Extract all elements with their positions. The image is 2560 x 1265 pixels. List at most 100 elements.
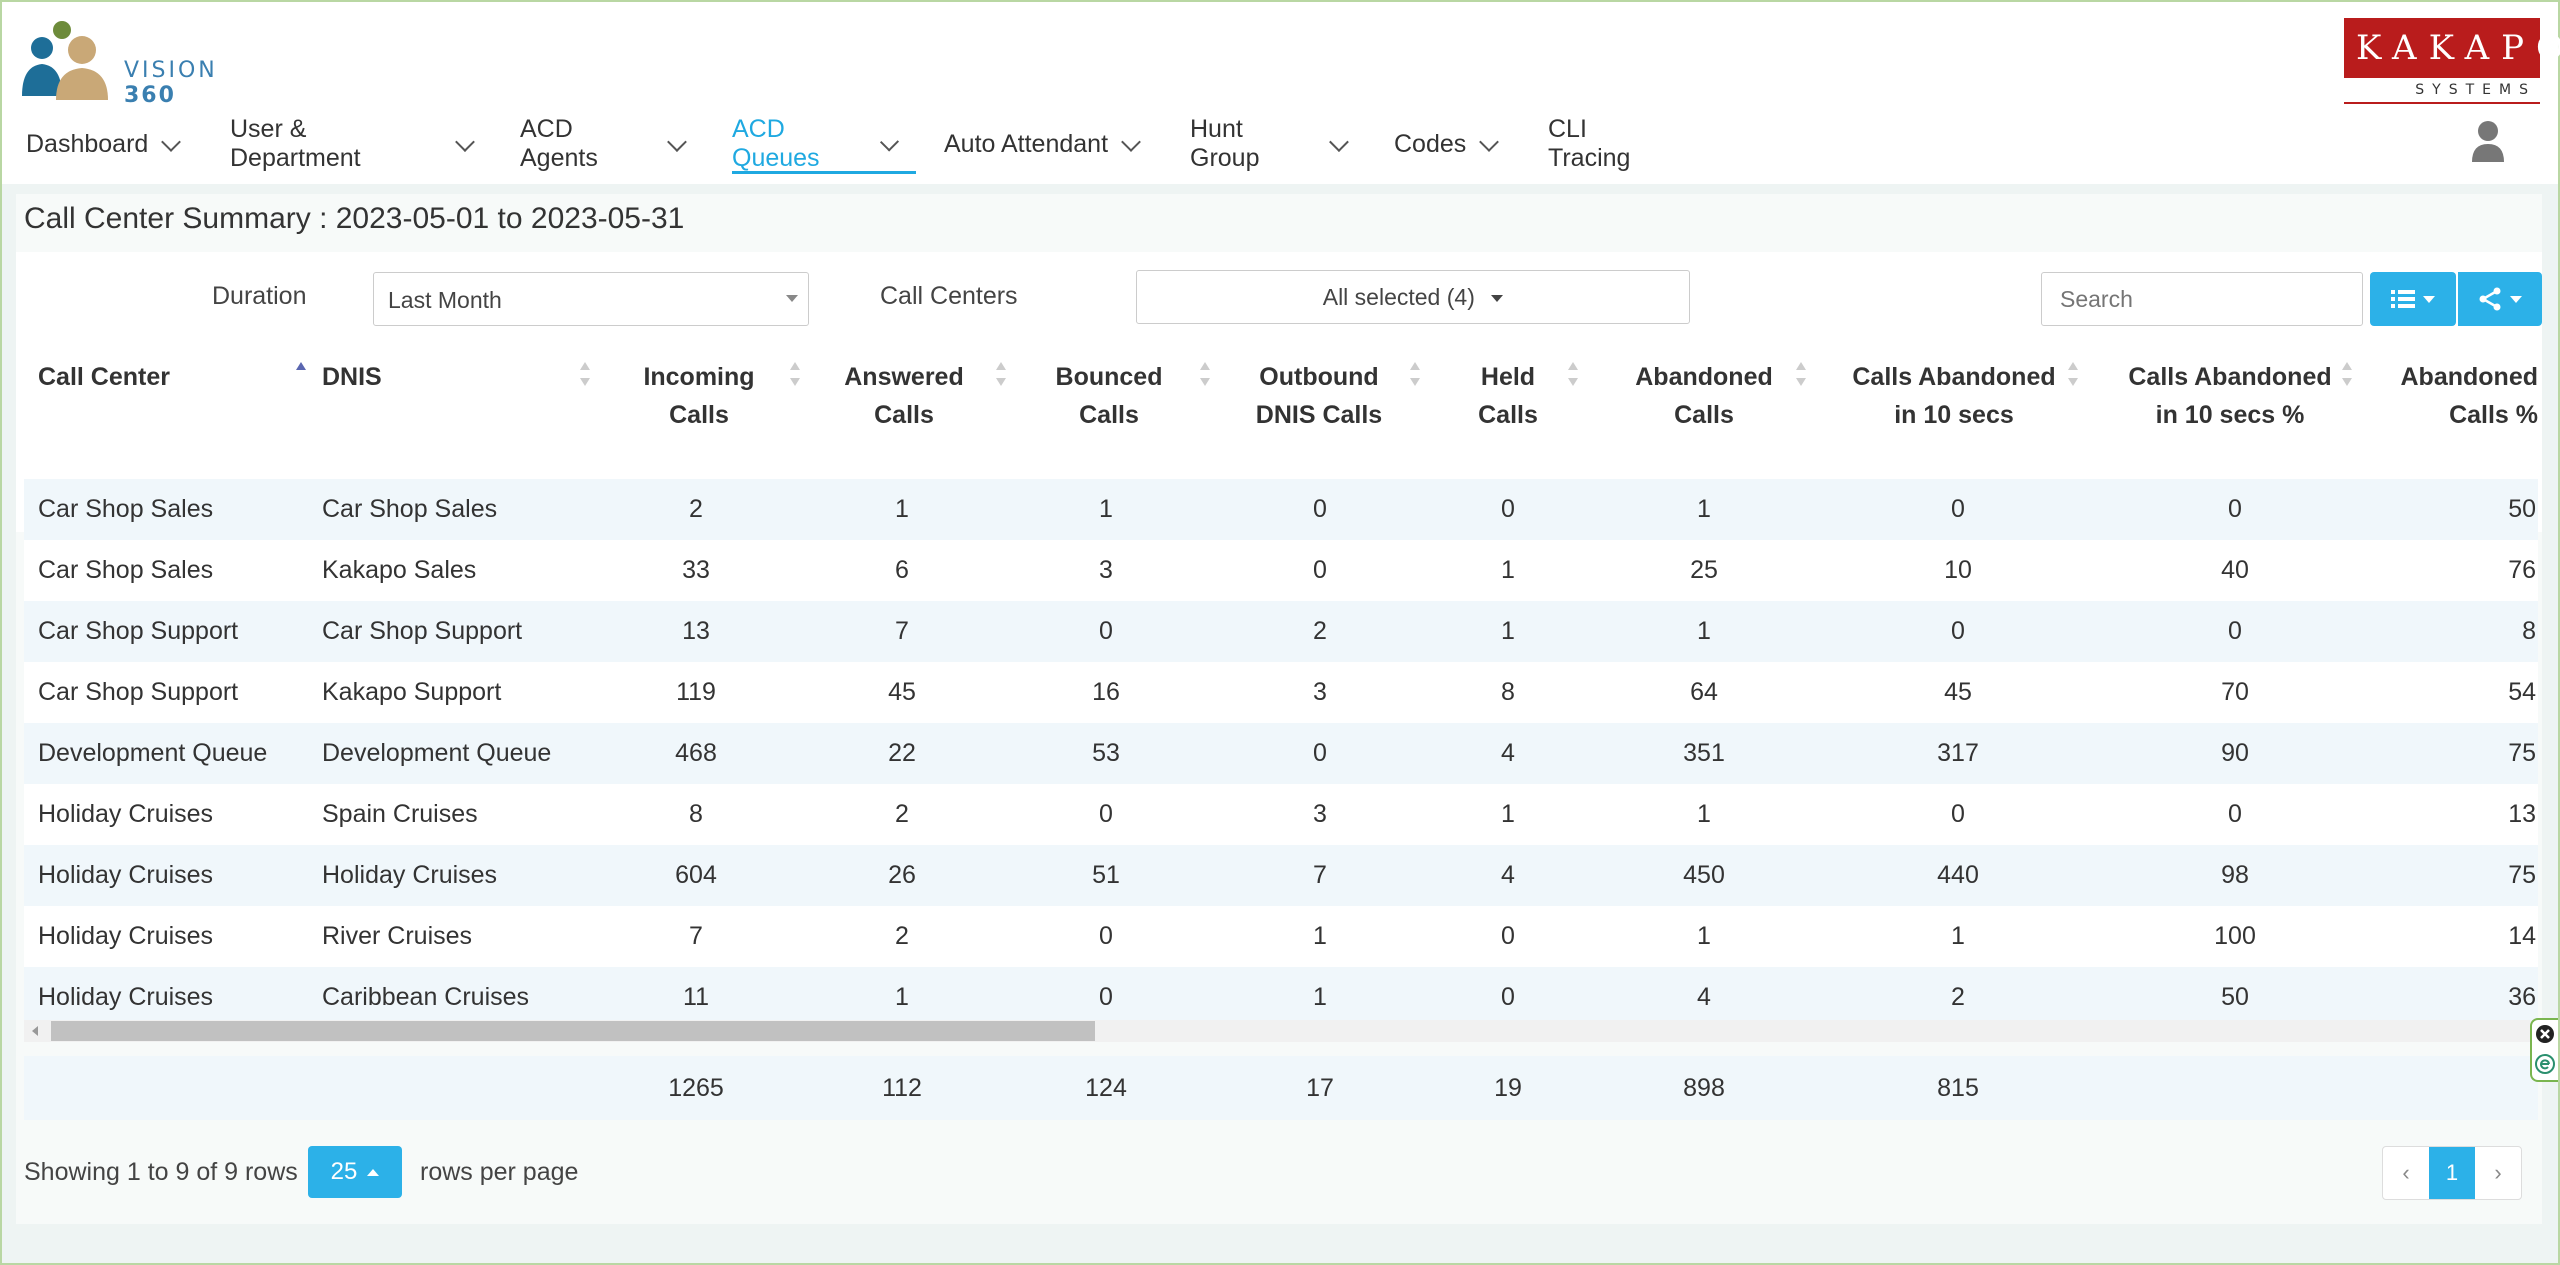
pagination: ‹ 1 ›: [2382, 1146, 2522, 1200]
summary-table: Call Center DNIS Incoming Calls Answered Call…: [24, 344, 2538, 1124]
table-cell: 22: [888, 739, 916, 767]
table-cell: 1: [1501, 556, 1515, 584]
table-cell: 50: [2508, 495, 2536, 523]
table-cell: 45: [888, 678, 916, 706]
scroll-left-icon[interactable]: [32, 1026, 38, 1036]
table-row[interactable]: Development Queue Development Queue 468 22 5…: [24, 723, 2538, 784]
sort-icon[interactable]: [2068, 362, 2078, 386]
table-cell: 16: [1092, 678, 1120, 706]
table-header: Call Center DNIS Incoming Calls Answered Call…: [24, 344, 2538, 479]
page-1-button[interactable]: 1: [2429, 1147, 2475, 1199]
table-row[interactable]: Holiday Cruises Holiday Cruises 604 26 51 7 4 4…: [24, 845, 2538, 906]
caret-down-icon: [2510, 295, 2522, 303]
sort-ascending-icon[interactable]: [296, 362, 306, 386]
column-header-label: Bounced: [1055, 363, 1163, 391]
nav-item-user-department[interactable]: User & Department: [206, 114, 496, 174]
table-cell: 50: [2221, 983, 2249, 1011]
table-cell: 45: [1944, 678, 1972, 706]
sort-icon[interactable]: [996, 362, 1006, 386]
vision360-logo[interactable]: VISION 360: [18, 18, 248, 108]
column-header[interactable]: Calls Abandoned in 10 secs: [1824, 358, 2084, 434]
table-cell: Caribbean Cruises: [322, 983, 530, 1011]
table-row[interactable]: Holiday Cruises Caribbean Cruises 11 1 0 1 0 4 2…: [24, 967, 2538, 1028]
table-cell: 33: [682, 556, 710, 584]
duration-select[interactable]: Last Month: [373, 272, 809, 326]
nav-item-auto-attendant[interactable]: Auto Attendant: [920, 114, 1166, 174]
table-cell: Development Queue: [38, 739, 268, 767]
table-cell: 8: [2522, 617, 2536, 645]
sort-icon[interactable]: [1410, 362, 1420, 386]
nav-item-acd-queues[interactable]: ACD Queues: [708, 114, 920, 174]
logo-word: VISION: [124, 58, 218, 83]
scrollbar-thumb[interactable]: [51, 1021, 1095, 1041]
table-totals-row: 1265 112 124 17 19 898 815: [24, 1056, 2538, 1120]
column-header[interactable]: Call Center: [38, 358, 298, 396]
column-header[interactable]: Calls Abandoned in 10 secs %: [2100, 358, 2360, 434]
table-cell: Holiday Cruises: [38, 922, 214, 950]
nav-item-cli-tracing[interactable]: CLI Tracing: [1524, 114, 1664, 174]
column-header[interactable]: DNIS: [322, 358, 582, 396]
sort-icon[interactable]: [1796, 362, 1806, 386]
table-cell: 112: [882, 1074, 922, 1102]
column-header-label: Call Center: [38, 363, 170, 391]
column-header-label: Calls Abandoned: [2128, 363, 2332, 391]
column-header-label: Calls: [669, 401, 729, 429]
table-row[interactable]: Car Shop Sales Car Shop Sales 2 1 1 0 0 1 0 0 50: [24, 479, 2538, 540]
sort-icon[interactable]: [790, 362, 800, 386]
rows-per-page-label: rows per page: [420, 1158, 579, 1186]
column-header[interactable]: Answered Calls: [804, 358, 1004, 434]
table-cell: 2: [1313, 617, 1327, 645]
app-header: VISION 360 KAKAPO SYSTEMS Dashboard User …: [2, 2, 2560, 184]
nav-item-hunt-group[interactable]: Hunt Group: [1166, 114, 1370, 174]
table-row[interactable]: Holiday Cruises Spain Cruises 8 2 0 3 1 1 0 0 13: [24, 784, 2538, 845]
sort-icon[interactable]: [2342, 362, 2352, 386]
table-cell: 0: [1951, 495, 1965, 523]
table-cell: 1: [1697, 922, 1711, 950]
nav-item-dashboard[interactable]: Dashboard: [2, 114, 206, 174]
sort-icon[interactable]: [1200, 362, 1210, 386]
table-row[interactable]: Car Shop Support Kakapo Support 119 45 16 3 8 6…: [24, 662, 2538, 723]
column-header[interactable]: Incoming Calls: [604, 358, 794, 434]
columns-toggle-button[interactable]: [2370, 272, 2456, 326]
table-row[interactable]: Car Shop Support Car Shop Support 13 7 0 2 1 1 0…: [24, 601, 2538, 662]
next-page-button[interactable]: ›: [2494, 1160, 2502, 1185]
brand-underline: [2344, 102, 2540, 104]
nav-item-label: Codes: [1394, 129, 1467, 158]
column-header[interactable]: Abandoned Calls %: [2374, 358, 2539, 434]
nav-item-label: User & Department: [230, 115, 361, 172]
sort-icon[interactable]: [580, 362, 590, 386]
table-cell: Spain Cruises: [322, 800, 478, 828]
brand-name: KAKAPO: [2344, 18, 2560, 78]
nav-item-codes[interactable]: Codes: [1370, 114, 1524, 174]
table-cell: 100: [2214, 922, 2256, 950]
call-centers-select[interactable]: All selected (4): [1136, 270, 1690, 324]
sort-icon[interactable]: [1568, 362, 1578, 386]
search-input[interactable]: [2041, 272, 2363, 326]
column-header[interactable]: Outbound DNIS Calls: [1214, 358, 1424, 434]
export-share-button[interactable]: [2458, 272, 2542, 326]
table-cell: 1: [1313, 983, 1327, 1011]
caret-up-icon: [367, 1168, 380, 1176]
table-cell: Development Queue: [322, 739, 552, 767]
page-size-select[interactable]: 25: [308, 1146, 402, 1198]
table-row[interactable]: Car Shop Sales Kakapo Sales 33 6 3 0 1 25 10 40 76: [24, 540, 2538, 601]
table-cell: 0: [1099, 922, 1113, 950]
table-cell: 7: [689, 922, 703, 950]
user-account-icon[interactable]: [2470, 120, 2506, 164]
table-cell: 3: [1313, 800, 1327, 828]
nav-item-acd-agents[interactable]: ACD Agents: [496, 114, 708, 174]
table-cell: River Cruises: [322, 922, 473, 950]
table-cell: Holiday Cruises: [38, 861, 214, 889]
table-cell: Car Shop Support: [322, 617, 523, 645]
column-header[interactable]: Held Calls: [1428, 358, 1588, 434]
column-header-label: Outbound: [1259, 363, 1379, 391]
column-header[interactable]: Bounced Calls: [1014, 358, 1204, 434]
prev-page-button[interactable]: ‹: [2402, 1160, 2410, 1185]
column-header[interactable]: Abandoned Calls: [1594, 358, 1814, 434]
side-widget[interactable]: [2530, 1018, 2558, 1082]
horizontal-scrollbar[interactable]: [24, 1020, 2538, 1042]
table-cell: 0: [1099, 617, 1113, 645]
chevron-down-icon: [879, 132, 900, 152]
table-cell: 75: [2508, 739, 2536, 767]
table-row[interactable]: Holiday Cruises River Cruises 7 2 0 1 0 1 1 100 14: [24, 906, 2538, 967]
